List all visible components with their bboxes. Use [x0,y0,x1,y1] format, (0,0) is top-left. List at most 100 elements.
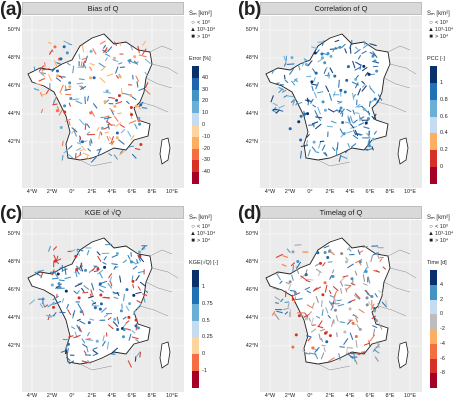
colorbar [430,66,437,184]
colorbar-label: -10 [202,133,210,140]
river-segment [93,265,100,268]
station-marker [113,104,117,108]
river-segment [320,352,325,360]
river-segment [134,61,139,64]
river-segment [86,249,90,256]
x-tick-label: 4°W [26,393,38,399]
river-segment [115,101,123,105]
river-segment [340,155,348,159]
river-segment [355,258,363,264]
river-segment [344,48,347,54]
station-marker [345,78,349,82]
border-line [151,267,179,279]
river-segment [66,303,69,309]
river-segment [139,281,146,287]
colorbar-segment [192,160,199,173]
colorbar-label: -20 [202,145,210,152]
river-segment [286,63,295,65]
station-marker [89,111,93,115]
station-marker [358,260,362,264]
river-segment [142,293,148,296]
river-segment [81,287,85,293]
river-segment [137,255,141,262]
marker-symbol-icon: ○ [191,223,195,230]
river-segment [361,80,365,85]
size-legend-item: ■ > 10⁴ [427,33,471,40]
station-marker [127,315,131,319]
river-segment [381,301,387,308]
river-segment [100,65,107,72]
river-segment [355,103,361,108]
river-segment [324,151,328,156]
river-segment [74,283,83,287]
river-segment [106,135,110,141]
river-segment [114,41,117,47]
river-segment [100,280,108,284]
border-line [151,63,179,75]
river-segment [53,271,59,279]
colorbar-segment [192,101,199,114]
station-marker [131,279,135,283]
river-segment [360,116,365,120]
station-marker [65,51,69,55]
colorbar-title: KGE(√Q) [-] [189,260,218,266]
river-segment [323,68,327,74]
station-marker [299,138,303,142]
river-segment [338,154,342,162]
river-segment [311,83,317,86]
colorbar-segment [430,373,437,388]
station-marker [89,76,93,80]
colorbar-segment [430,116,437,134]
station-marker [296,259,300,263]
river-segment [89,63,96,66]
border-line [387,45,411,53]
river-segment [355,340,358,348]
river-segment [67,309,72,316]
river-segment [292,98,296,106]
river-segment [109,281,113,287]
river-segment [38,78,45,82]
river-segment [128,120,137,124]
station-marker [68,81,72,85]
panel-bias: Bias of Q (a) 50°N 48°N 46°N 44°N 42°N 4°W 2°W 0°… [0,0,233,198]
river-segment [357,54,362,60]
station-marker [323,331,327,335]
river-segment [76,249,80,256]
station-marker [313,51,317,55]
panel-correlation: Correlation of Q (b) 50°N 48°N 46°N 44°N 42°N 4… [238,0,471,198]
river-segment [337,100,342,103]
river-segment [293,292,301,297]
river-segment [101,340,106,347]
station-marker [325,340,329,344]
river-segment [58,109,63,116]
river-segment [97,147,102,155]
station-marker [137,116,141,120]
station-marker [293,291,297,295]
border-line [389,63,417,75]
colorbar-label: 0.2 [440,147,448,154]
station-marker [75,267,79,271]
river-segment [73,130,77,137]
station-marker [304,273,308,277]
x-tick-label: 6°E [127,393,137,399]
station-marker [320,56,324,60]
river-segment [330,120,337,124]
river-segment [332,147,336,152]
river-segment [345,284,352,291]
border-line [383,281,411,293]
river-segment [374,356,379,362]
river-segment [320,337,324,343]
river-segment [76,269,80,275]
river-segment [59,75,63,79]
river-segment [125,305,130,312]
colorbar-label: 1 [202,283,206,290]
river-segment [278,87,285,91]
station-marker [342,132,346,136]
river-segment [359,64,362,70]
corsica-outline [397,137,409,165]
river-segment [348,248,352,252]
colorbar-segment [430,329,437,344]
river-segment [346,346,349,355]
marker-symbol-icon: ○ [191,19,195,26]
river-segment [120,87,123,96]
